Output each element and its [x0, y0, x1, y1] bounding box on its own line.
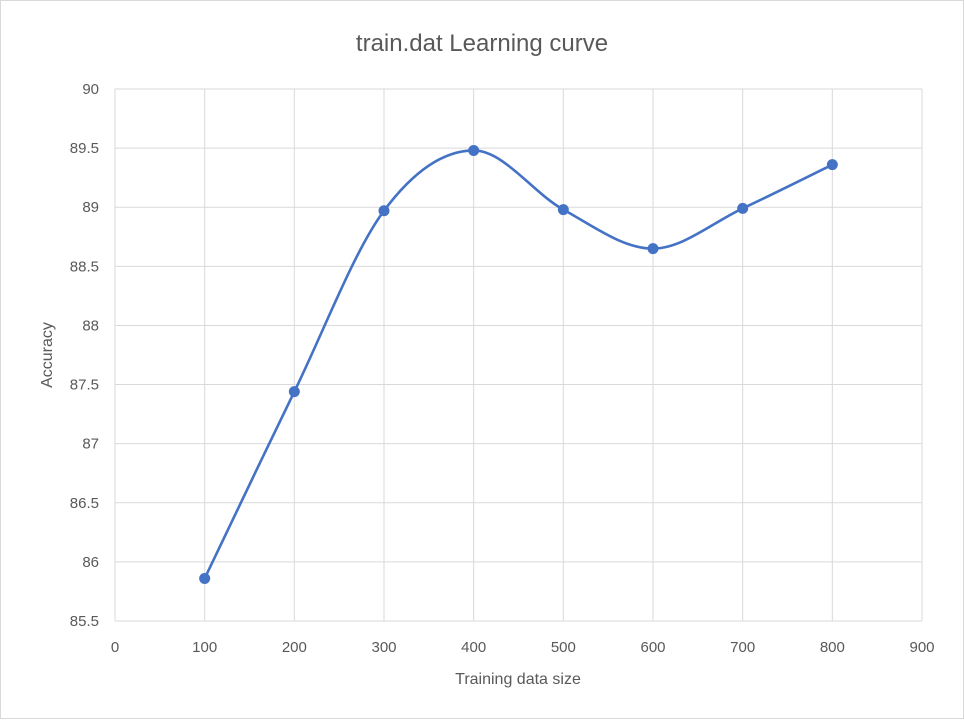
x-tick-label: 300 [371, 639, 396, 656]
y-axis-title: Accuracy [39, 322, 56, 388]
y-tick-label: 86 [82, 554, 99, 571]
data-point-marker [378, 205, 390, 217]
y-tick-label: 89.5 [70, 140, 99, 157]
x-tick-label: 800 [820, 639, 845, 656]
data-point-marker [468, 144, 480, 156]
data-point-marker [199, 572, 211, 584]
x-tick-label: 900 [909, 639, 934, 656]
data-point-marker [288, 386, 300, 398]
x-tick-label: 400 [461, 639, 486, 656]
y-tick-label: 87 [82, 436, 99, 453]
x-axis-tick-labels: 0 100 200 300 400 500 600 700 800 900 [111, 639, 935, 656]
x-tick-label: 100 [192, 639, 217, 656]
series-line [203, 149, 834, 580]
data-point-marker [737, 202, 749, 214]
series-layer [199, 144, 838, 584]
chart-title: train.dat Learning curve [356, 30, 608, 57]
y-tick-label: 86.5 [70, 495, 99, 512]
y-tick-label: 90 [82, 81, 99, 98]
x-tick-label: 200 [282, 639, 307, 656]
y-tick-label: 87.5 [70, 377, 99, 394]
x-tick-label: 0 [111, 639, 119, 656]
y-tick-label: 88.5 [70, 258, 99, 275]
x-axis-title: Training data size [455, 671, 581, 688]
x-tick-label: 600 [640, 639, 665, 656]
y-tick-label: 88 [82, 317, 99, 334]
data-point-marker [557, 204, 569, 216]
x-tick-label: 500 [551, 639, 576, 656]
y-tick-label: 85.5 [70, 613, 99, 630]
x-tick-label: 700 [730, 639, 755, 656]
data-point-marker [826, 159, 838, 171]
gridlines [114, 88, 923, 622]
data-point-marker [647, 243, 659, 255]
y-axis-tick-labels: 85.5 86 86.5 87 87.5 88 88.5 89 89.5 90 [70, 81, 99, 630]
y-tick-label: 89 [82, 199, 99, 216]
